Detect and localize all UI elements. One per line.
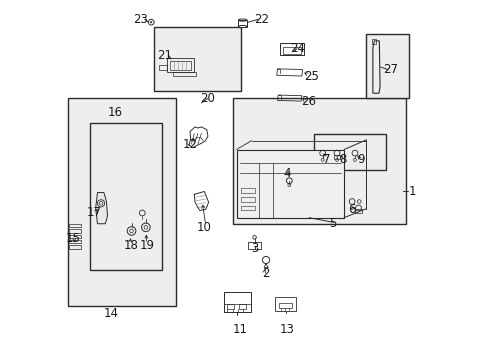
Bar: [89, 123, 162, 270]
Bar: [241, 197, 255, 202]
Polygon shape: [96, 193, 107, 224]
Text: 9: 9: [357, 153, 364, 166]
Bar: [274, 297, 296, 311]
Bar: [282, 46, 301, 54]
Text: 23: 23: [133, 13, 148, 26]
Text: 10: 10: [197, 221, 211, 234]
Text: 19: 19: [139, 239, 154, 252]
Bar: [354, 209, 362, 213]
Bar: [69, 234, 81, 238]
Text: 21: 21: [157, 49, 172, 62]
Text: 24: 24: [289, 41, 305, 54]
Bar: [154, 27, 241, 91]
Ellipse shape: [238, 26, 246, 28]
Text: 14: 14: [103, 307, 119, 320]
Text: 8: 8: [339, 153, 346, 166]
Bar: [69, 245, 81, 249]
Bar: [314, 134, 386, 170]
Text: 22: 22: [254, 13, 269, 26]
Text: 13: 13: [279, 323, 294, 336]
Bar: [280, 42, 303, 55]
Bar: [172, 72, 196, 76]
Bar: [223, 292, 250, 312]
Bar: [233, 98, 405, 224]
Bar: [167, 58, 194, 72]
Text: 26: 26: [300, 95, 315, 108]
Bar: [69, 240, 81, 243]
Bar: [239, 304, 246, 309]
Text: 3: 3: [251, 242, 259, 255]
Text: 18: 18: [124, 239, 139, 252]
Text: 20: 20: [200, 92, 215, 105]
Text: 15: 15: [65, 231, 81, 244]
Bar: [371, 40, 376, 44]
Text: 27: 27: [383, 63, 398, 76]
Bar: [366, 34, 408, 98]
Bar: [227, 304, 234, 309]
Text: 6: 6: [347, 203, 355, 216]
Bar: [241, 188, 255, 193]
Text: 4: 4: [283, 167, 290, 180]
Bar: [247, 242, 261, 249]
Bar: [279, 303, 292, 309]
Bar: [69, 229, 81, 233]
Text: 11: 11: [232, 323, 247, 336]
Polygon shape: [372, 41, 379, 93]
Text: 25: 25: [304, 70, 319, 83]
Text: 1: 1: [408, 185, 415, 198]
Bar: [236, 149, 344, 218]
Text: 16: 16: [107, 106, 122, 119]
Bar: [241, 206, 255, 211]
Circle shape: [150, 22, 152, 23]
Bar: [159, 64, 167, 69]
Bar: [169, 61, 191, 70]
Text: 7: 7: [323, 153, 330, 166]
Bar: [238, 20, 246, 27]
Bar: [69, 224, 81, 227]
Text: 2: 2: [262, 267, 269, 280]
Text: 17: 17: [87, 207, 102, 220]
Bar: [68, 98, 175, 306]
Text: 12: 12: [182, 138, 197, 151]
Bar: [333, 155, 339, 159]
Text: 5: 5: [328, 217, 335, 230]
